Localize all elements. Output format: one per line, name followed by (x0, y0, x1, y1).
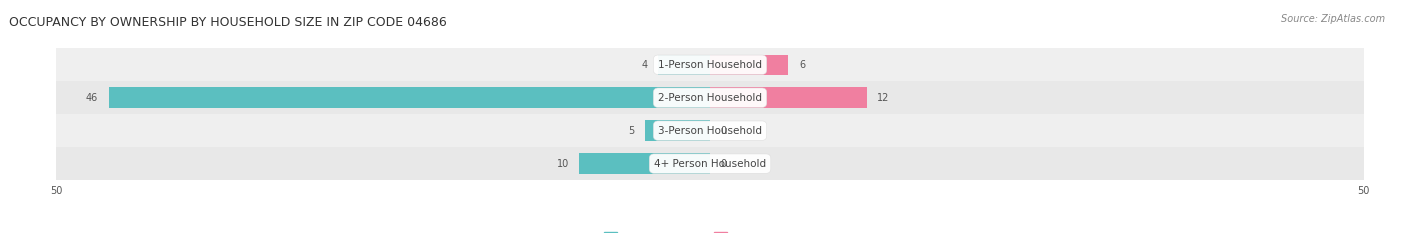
Text: 6: 6 (799, 60, 806, 70)
Bar (56, 147, 1364, 180)
Bar (56, 48, 1364, 81)
Bar (108, 87, 710, 108)
Bar (710, 55, 789, 75)
Text: 1-Person Household: 1-Person Household (658, 60, 762, 70)
Text: 4: 4 (641, 60, 647, 70)
Bar (579, 153, 710, 174)
Text: 4+ Person Household: 4+ Person Household (654, 159, 766, 169)
Bar (56, 114, 1364, 147)
Text: 2-Person Household: 2-Person Household (658, 93, 762, 103)
Text: 3-Person Household: 3-Person Household (658, 126, 762, 136)
Bar (658, 55, 710, 75)
Bar (56, 81, 1364, 114)
Text: 5: 5 (628, 126, 634, 136)
Text: 12: 12 (877, 93, 890, 103)
Text: 10: 10 (557, 159, 569, 169)
Bar (710, 87, 868, 108)
Text: OCCUPANCY BY OWNERSHIP BY HOUSEHOLD SIZE IN ZIP CODE 04686: OCCUPANCY BY OWNERSHIP BY HOUSEHOLD SIZE… (10, 16, 447, 29)
Text: 0: 0 (720, 159, 727, 169)
Text: Source: ZipAtlas.com: Source: ZipAtlas.com (1281, 14, 1385, 24)
Bar (644, 120, 710, 141)
Text: 46: 46 (86, 93, 98, 103)
Legend: Owner-occupied, Renter-occupied: Owner-occupied, Renter-occupied (600, 228, 820, 233)
Text: 0: 0 (720, 126, 727, 136)
